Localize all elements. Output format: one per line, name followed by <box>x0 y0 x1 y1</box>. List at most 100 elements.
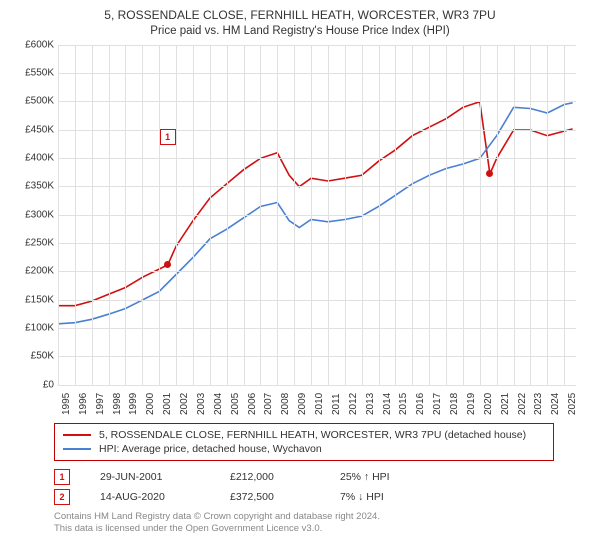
gridline-v <box>210 45 211 385</box>
y-axis-label: £200K <box>4 266 54 277</box>
gridline-v <box>176 45 177 385</box>
legend-label: 5, ROSSENDALE CLOSE, FERNHILL HEATH, WOR… <box>99 429 526 441</box>
x-axis-label: 2007 <box>263 392 274 414</box>
chart-subtitle: Price paid vs. HM Land Registry's House … <box>12 24 588 39</box>
transaction-date: 29-JUN-2001 <box>100 471 200 483</box>
series-line-price_paid <box>58 101 573 305</box>
x-axis-label: 2015 <box>398 392 409 414</box>
transaction-price: £372,500 <box>230 491 310 503</box>
x-axis-label: 2020 <box>483 392 494 414</box>
y-axis-label: £450K <box>4 124 54 135</box>
x-axis-label: 2005 <box>230 392 241 414</box>
gridline-h <box>58 271 576 272</box>
x-axis-label: 1998 <box>112 392 123 414</box>
transaction-price: £212,000 <box>230 471 310 483</box>
y-axis-label: £500K <box>4 96 54 107</box>
gridline-h <box>58 101 576 102</box>
gridline-h <box>58 300 576 301</box>
x-axis-label: 2022 <box>517 392 528 414</box>
x-axis-label: 2017 <box>432 392 443 414</box>
x-axis-label: 1997 <box>95 392 106 414</box>
gridline-v <box>345 45 346 385</box>
gridline-h <box>58 73 576 74</box>
gridline-v <box>362 45 363 385</box>
y-axis-label: £0 <box>4 379 54 390</box>
gridline-v <box>75 45 76 385</box>
gridline-v <box>497 45 498 385</box>
footer-line: This data is licensed under the Open Gov… <box>54 523 588 535</box>
y-axis-label: £150K <box>4 294 54 305</box>
marker-dot <box>164 261 171 268</box>
transaction-date: 14-AUG-2020 <box>100 491 200 503</box>
gridline-v <box>412 45 413 385</box>
gridline-h <box>58 243 576 244</box>
gridline-h <box>58 130 576 131</box>
gridline-h <box>58 356 576 357</box>
plot-region: 12 <box>58 45 576 385</box>
x-axis-label: 2001 <box>162 392 173 414</box>
y-axis-label: £550K <box>4 67 54 78</box>
transaction-row: 1 29-JUN-2001 £212,000 25% ↑ HPI <box>54 467 588 487</box>
legend-item: HPI: Average price, detached house, Wych… <box>63 442 545 456</box>
x-axis-label: 2010 <box>314 392 325 414</box>
x-axis-label: 2011 <box>331 393 342 415</box>
y-axis-label: £350K <box>4 181 54 192</box>
gridline-v <box>260 45 261 385</box>
gridline-v <box>244 45 245 385</box>
gridline-v <box>142 45 143 385</box>
gridline-v <box>277 45 278 385</box>
gridline-v <box>58 45 59 385</box>
legend-box: 5, ROSSENDALE CLOSE, FERNHILL HEATH, WOR… <box>54 423 554 461</box>
x-axis-label: 1995 <box>61 392 72 414</box>
gridline-v <box>193 45 194 385</box>
gridline-v <box>429 45 430 385</box>
x-axis-label: 2006 <box>247 392 258 414</box>
y-axis-label: £100K <box>4 322 54 333</box>
gridline-v <box>311 45 312 385</box>
gridline-v <box>530 45 531 385</box>
gridline-v <box>395 45 396 385</box>
transaction-marker: 1 <box>54 469 70 485</box>
gridline-v <box>294 45 295 385</box>
gridline-v <box>480 45 481 385</box>
gridline-h <box>58 328 576 329</box>
x-axis-label: 2008 <box>280 392 291 414</box>
transaction-table: 1 29-JUN-2001 £212,000 25% ↑ HPI 2 14-AU… <box>54 467 588 507</box>
gridline-v <box>463 45 464 385</box>
gridline-v <box>514 45 515 385</box>
gridline-v <box>379 45 380 385</box>
footer-attribution: Contains HM Land Registry data © Crown c… <box>54 511 588 536</box>
footer-line: Contains HM Land Registry data © Crown c… <box>54 511 588 523</box>
gridline-v <box>92 45 93 385</box>
x-axis-label: 1996 <box>78 392 89 414</box>
gridline-h <box>58 215 576 216</box>
x-axis-label: 2004 <box>213 392 224 414</box>
y-axis-label: £400K <box>4 152 54 163</box>
x-axis-label: 2014 <box>382 392 393 414</box>
chart-container: 5, ROSSENDALE CLOSE, FERNHILL HEATH, WOR… <box>0 0 600 560</box>
y-axis-label: £250K <box>4 237 54 248</box>
legend-swatch <box>63 448 91 450</box>
x-axis-label: 2003 <box>196 392 207 414</box>
chart-title: 5, ROSSENDALE CLOSE, FERNHILL HEATH, WOR… <box>12 8 588 24</box>
x-axis-label: 1999 <box>128 392 139 414</box>
gridline-h <box>58 45 576 46</box>
legend-item: 5, ROSSENDALE CLOSE, FERNHILL HEATH, WOR… <box>63 428 545 442</box>
x-axis-label: 2016 <box>415 392 426 414</box>
gridline-v <box>227 45 228 385</box>
gridline-h <box>58 186 576 187</box>
transaction-row: 2 14-AUG-2020 £372,500 7% ↓ HPI <box>54 487 588 507</box>
gridline-v <box>564 45 565 385</box>
transaction-marker: 2 <box>54 489 70 505</box>
gridline-v <box>446 45 447 385</box>
marker-box: 1 <box>160 129 176 145</box>
x-axis-label: 2009 <box>297 392 308 414</box>
x-axis-label: 2018 <box>449 392 460 414</box>
y-axis-label: £600K <box>4 39 54 50</box>
x-axis-label: 2025 <box>567 392 578 414</box>
gridline-h <box>58 158 576 159</box>
x-axis-label: 2000 <box>145 392 156 414</box>
x-axis-label: 2021 <box>500 392 511 414</box>
x-axis-label: 2002 <box>179 392 190 414</box>
gridline-v <box>547 45 548 385</box>
